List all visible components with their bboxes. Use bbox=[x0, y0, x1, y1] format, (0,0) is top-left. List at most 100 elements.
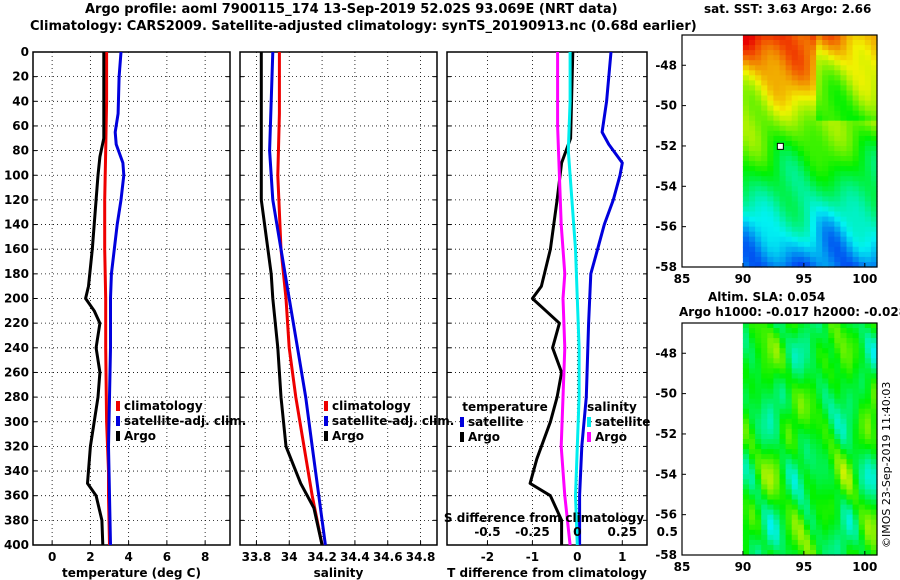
sla-map-cell bbox=[749, 383, 756, 390]
sst-map-cell bbox=[767, 70, 774, 76]
sst-map-cell bbox=[761, 181, 768, 187]
sla-map-cell bbox=[803, 474, 811, 480]
sst-map-cell bbox=[870, 90, 878, 97]
sst-map-cell bbox=[803, 65, 811, 71]
sla-map-cell bbox=[852, 534, 860, 541]
sla-map-cell bbox=[810, 494, 817, 501]
sla-map-cell bbox=[803, 509, 811, 516]
sla-map-cell bbox=[852, 509, 860, 516]
difference-legend-label: Argo bbox=[595, 430, 627, 444]
sla-map-cell bbox=[779, 514, 787, 521]
sst-map-cell bbox=[834, 35, 841, 41]
sst-map-cell bbox=[773, 206, 781, 213]
sla-map-cell bbox=[749, 504, 756, 511]
sla-map-cell bbox=[870, 514, 878, 521]
sla-map-cell bbox=[858, 474, 866, 480]
sst-map-cell bbox=[810, 181, 817, 187]
sla-map-cell bbox=[864, 418, 872, 425]
sla-map-cell bbox=[846, 333, 854, 339]
sla-map-cell bbox=[803, 434, 811, 440]
sst-map-cell bbox=[803, 105, 811, 112]
sst-map-cell bbox=[816, 75, 823, 81]
sla-map-cell bbox=[761, 398, 768, 405]
sla-map-cell bbox=[803, 363, 811, 369]
sla-map-cell bbox=[846, 550, 854, 556]
sst-map-cell bbox=[785, 256, 793, 263]
sst-map-cell bbox=[803, 151, 811, 157]
sst-map-cell bbox=[797, 125, 805, 132]
sst-map-cell bbox=[742, 50, 750, 56]
salinity-xtick-label: 34.2 bbox=[307, 550, 337, 564]
sst-map-cell bbox=[852, 171, 860, 177]
sst-map-cell bbox=[810, 262, 817, 268]
sst-map-cell bbox=[834, 45, 841, 51]
sst-map-cell bbox=[816, 50, 823, 56]
sla-map-cell bbox=[779, 479, 787, 485]
sla-map-cell bbox=[822, 544, 829, 551]
sst-map-cell bbox=[822, 105, 829, 112]
sst-map-cell bbox=[773, 226, 781, 233]
sla-map-subtitle: Argo h1000: -0.017 h2000: -0.028 bbox=[679, 305, 900, 319]
sla-map-cell bbox=[797, 434, 805, 440]
sla-map-cell bbox=[773, 333, 781, 339]
sst-map-cell bbox=[822, 221, 829, 228]
sla-map-cell bbox=[834, 474, 841, 480]
sla-map-cell bbox=[846, 353, 854, 359]
sla-map-cell bbox=[858, 444, 866, 450]
sla-map-cell bbox=[822, 383, 829, 390]
sla-map-cell bbox=[749, 469, 756, 475]
sst-map-cell bbox=[816, 125, 823, 132]
sla-map-cell bbox=[858, 408, 866, 415]
sst-map-cell bbox=[852, 231, 860, 238]
sst-map-cell bbox=[742, 125, 750, 132]
sla-map-cell bbox=[840, 383, 848, 390]
sla-map-cell bbox=[767, 464, 774, 470]
sla-map-cell bbox=[864, 519, 872, 526]
sla-map-cell bbox=[779, 388, 787, 395]
sst-map-cell bbox=[828, 70, 835, 76]
sla-map-cell bbox=[864, 368, 872, 374]
sst-map-cell bbox=[791, 171, 799, 177]
sla-map-cell bbox=[810, 550, 817, 556]
sla-map-cell bbox=[773, 449, 781, 455]
sla-map-cell bbox=[852, 418, 860, 425]
sst-map-cell bbox=[755, 65, 762, 71]
sst-map-cell bbox=[785, 156, 793, 162]
sla-map-cell bbox=[864, 434, 872, 440]
sst-map-cell bbox=[870, 115, 878, 122]
sla-map-cell bbox=[822, 524, 829, 531]
sst-map-cell bbox=[797, 251, 805, 258]
sst-map-cell bbox=[846, 246, 854, 253]
sst-map-cell bbox=[822, 55, 829, 61]
sst-map-cell bbox=[828, 211, 835, 218]
sst-map-cell bbox=[773, 65, 781, 71]
sla-map-cell bbox=[803, 348, 811, 354]
sst-map-cell bbox=[816, 186, 823, 192]
sst-map-cell bbox=[816, 161, 823, 167]
sla-map-cell bbox=[858, 539, 866, 546]
sst-map-cell bbox=[803, 181, 811, 187]
sla-map-cell bbox=[742, 413, 750, 420]
sst-map-cell bbox=[803, 241, 811, 248]
sla-map-cell bbox=[797, 363, 805, 369]
sla-map-cell bbox=[858, 323, 866, 329]
sla-map-cell bbox=[816, 464, 823, 470]
depth-tick-label: 80 bbox=[12, 144, 29, 158]
sla-map-cell bbox=[864, 544, 872, 551]
sst-map-cell bbox=[749, 211, 756, 218]
sla-map-cell bbox=[749, 494, 756, 501]
sla-map-cell bbox=[846, 383, 854, 390]
sla-map-cell bbox=[785, 423, 793, 430]
sla-map-cell bbox=[773, 393, 781, 400]
sst-map-cell bbox=[852, 181, 860, 187]
sst-map-cell bbox=[864, 35, 872, 41]
sst-map-cell bbox=[779, 186, 787, 192]
sst-map-cell bbox=[828, 262, 835, 268]
sst-map-cell bbox=[797, 262, 805, 268]
sst-map-cell bbox=[810, 176, 817, 182]
sla-map-cell bbox=[767, 509, 774, 516]
sst-map-cell bbox=[822, 246, 829, 253]
sla-map-cell bbox=[810, 373, 817, 379]
sst-map-cell bbox=[773, 35, 781, 41]
sst-map-cell bbox=[846, 251, 854, 258]
